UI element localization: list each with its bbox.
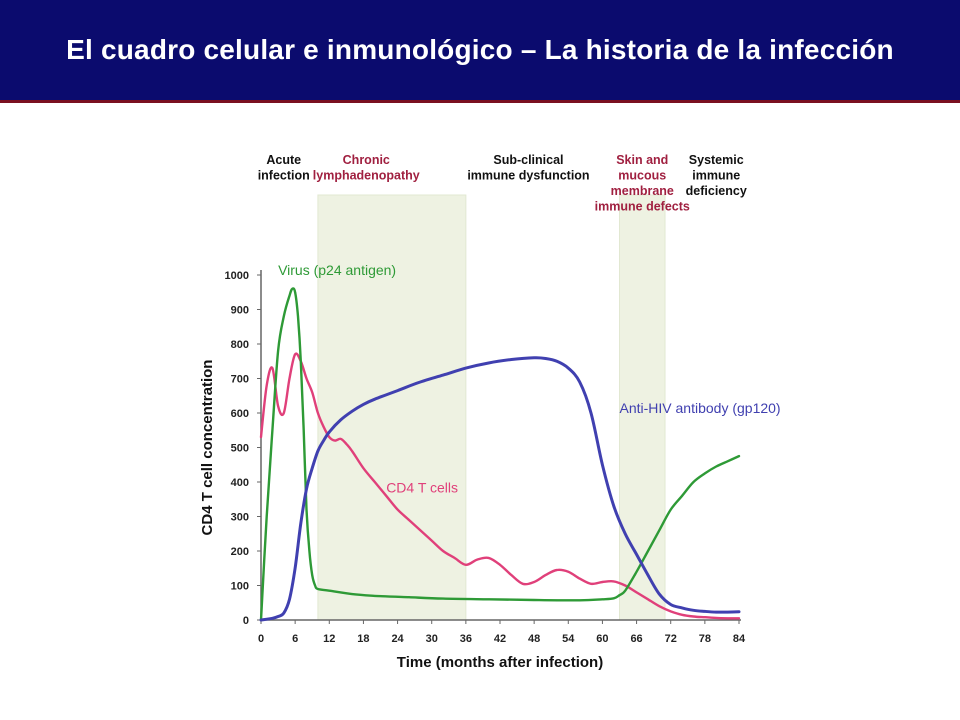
x-tick-label: 48	[528, 633, 540, 645]
x-tick-label: 0	[258, 633, 264, 645]
series-line-anti-hiv-antibody-gp120	[259, 356, 741, 622]
phase-label-3: Skin and mucous membrane immune defects	[595, 153, 690, 214]
x-tick-label: 30	[426, 633, 438, 645]
phase-band-3	[619, 194, 666, 621]
series-label: CD4 T cells	[386, 479, 458, 495]
phase-label-line: Sub-clinical	[493, 153, 563, 167]
x-tick-label: 72	[665, 633, 677, 645]
x-tick-label: 66	[630, 633, 642, 645]
phase-label-line: mucous	[618, 169, 666, 183]
x-tick-label: 60	[596, 633, 608, 645]
page-title: El cuadro celular e inmunológico – La hi…	[66, 34, 894, 65]
x-tick-label: 54	[562, 633, 575, 645]
x-tick-label: 78	[699, 633, 711, 645]
x-tick-label: 12	[323, 633, 335, 645]
phase-label-line: infection	[258, 169, 310, 183]
series-label: Anti-HIV antibody (gp120)	[620, 400, 781, 416]
phase-label-line: immune dysfunction	[467, 169, 589, 183]
title-bar: El cuadro celular e inmunológico – La hi…	[0, 0, 960, 103]
phase-label-line: Chronic	[343, 153, 390, 167]
y-tick-label: 600	[231, 408, 249, 420]
y-tick-label: 400	[231, 477, 249, 489]
phase-label-line: deficiency	[686, 184, 747, 198]
phase-label-line: Systemic	[689, 153, 744, 167]
y-tick-label: 200	[231, 546, 249, 558]
y-tick-label: 1000	[225, 270, 249, 282]
phase-label-line: lymphadenopathy	[313, 169, 420, 183]
y-tick-label: 0	[243, 615, 249, 627]
x-tick-label: 36	[460, 633, 472, 645]
y-tick-label: 100	[231, 581, 249, 593]
phase-label-2: Sub-clinical immune dysfunction	[467, 153, 589, 183]
y-tick-label: 500	[231, 443, 249, 455]
x-tick-label: 24	[391, 633, 404, 645]
phase-label-line: immune defects	[595, 200, 690, 214]
phase-label-4: Systemic immune deficiency	[686, 153, 747, 198]
phase-label-line: Skin and	[616, 153, 668, 167]
x-axis-title: Time (months after infection)	[397, 654, 603, 671]
phase-label-line: Acute	[266, 153, 301, 167]
x-tick-label: 6	[292, 633, 298, 645]
y-tick-label: 300	[231, 512, 249, 524]
series-line-virus-p24-antigen	[259, 287, 741, 622]
x-tick-label: 84	[733, 633, 746, 645]
x-tick-label: 18	[357, 633, 369, 645]
y-tick-label: 900	[231, 305, 249, 317]
y-axis-title: CD4 T cell concentration	[199, 360, 216, 536]
phase-band-1	[317, 194, 467, 621]
series-label: Virus (p24 antigen)	[278, 262, 396, 278]
phase-label-0: Acute infection	[258, 153, 310, 183]
series-line-cd4-t-cells	[259, 352, 741, 620]
phase-label-line: immune	[692, 169, 740, 183]
y-tick-label: 800	[231, 339, 249, 351]
phase-label-line: membrane	[611, 184, 674, 198]
phase-label-1: Chronic lymphadenopathy	[313, 153, 420, 183]
x-tick-label: 42	[494, 633, 506, 645]
y-tick-label: 700	[231, 374, 249, 386]
